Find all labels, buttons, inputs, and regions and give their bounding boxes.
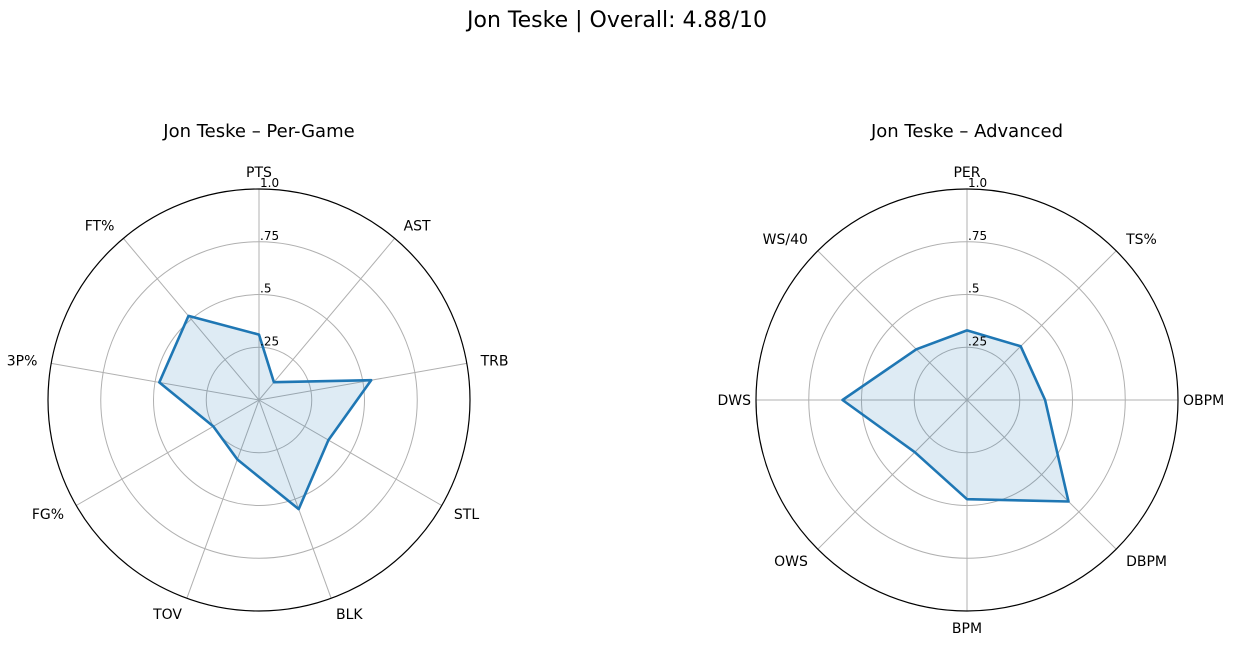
grid-spoke [76, 399, 260, 506]
category-label: TS% [1125, 232, 1157, 248]
category-label: DWS [717, 393, 751, 409]
radial-tick-label: .75 [260, 229, 279, 243]
radial-tick-label: .25 [968, 334, 987, 348]
category-label: 3P% [7, 353, 38, 369]
chart-title: Jon Teske – Per-Game [162, 121, 354, 142]
grid-spoke [966, 250, 1117, 401]
category-label: BPM [952, 621, 982, 637]
chart-title: Jon Teske – Advanced [870, 121, 1063, 142]
category-label: OBPM [1183, 393, 1224, 409]
grid-spoke [258, 362, 467, 401]
figure-title: Jon Teske | Overall: 4.88/10 [467, 8, 767, 33]
grid-spoke [258, 238, 396, 401]
radial-tick-label: .5 [968, 282, 979, 296]
grid-spoke [966, 399, 1117, 550]
grid-spoke [122, 238, 260, 401]
grid-spoke [186, 399, 260, 599]
radial-tick-label: 1.0 [260, 176, 279, 190]
grid-spoke [258, 399, 332, 599]
radial-tick-label: .75 [968, 229, 987, 243]
grid-spoke [258, 399, 442, 506]
category-label: PTS [246, 165, 272, 181]
radial-tick-label: 1.0 [968, 176, 987, 190]
radial-tick-label: .25 [260, 334, 279, 348]
series-area [842, 330, 1069, 502]
category-label: STL [454, 507, 479, 523]
grid-spoke [817, 399, 968, 550]
category-label: FT% [85, 218, 115, 234]
category-label: AST [404, 218, 431, 234]
polar-frame [47, 188, 471, 612]
category-label: PER [953, 165, 980, 181]
series-line [158, 314, 373, 511]
category-label: TOV [152, 607, 182, 623]
category-label: DBPM [1126, 554, 1167, 570]
series-line [841, 329, 1070, 503]
category-label: TRB [480, 353, 509, 369]
radial-tick-label: .5 [260, 282, 271, 296]
grid-spoke [817, 250, 968, 401]
grid-spoke [51, 362, 260, 401]
category-label: OWS [774, 554, 808, 570]
category-label: FG% [32, 507, 64, 523]
category-label: BLK [336, 607, 363, 623]
category-label: WS/40 [763, 232, 808, 248]
polar-frame [755, 188, 1179, 612]
